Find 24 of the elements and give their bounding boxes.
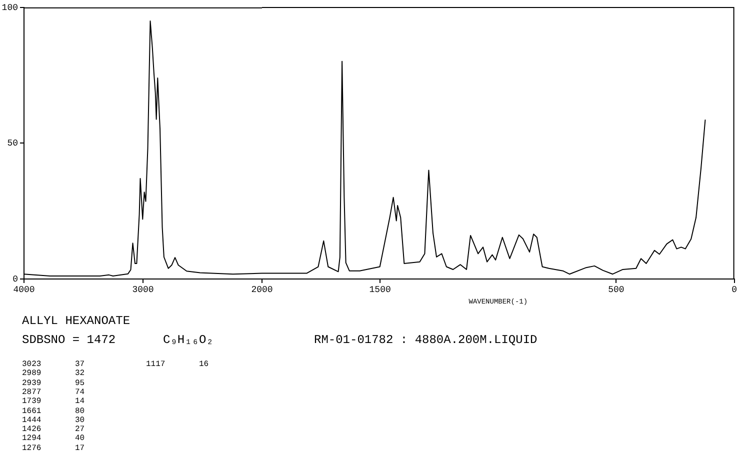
x-tick-label: 4000 bbox=[13, 284, 35, 295]
x-tick-label: 500 bbox=[608, 284, 624, 295]
y-tick-label: 100 bbox=[2, 2, 18, 13]
text: RM-01-01782 : 4880A.200M.LIQUID bbox=[314, 333, 538, 347]
text: C₉H₁₆O₂ bbox=[163, 333, 214, 347]
text: SDBSNO = 1472 bbox=[22, 333, 116, 347]
y-tick-label: 0 bbox=[12, 274, 18, 284]
text: 2989 32 bbox=[22, 369, 85, 378]
text: 3023 37 bbox=[22, 360, 85, 369]
x-tick-label: 3000 bbox=[132, 284, 154, 295]
text: 1444 30 bbox=[22, 416, 85, 425]
text: ALLYL HEXANOATE bbox=[22, 314, 130, 328]
text: 1294 40 bbox=[22, 434, 85, 444]
text: 1276 17 bbox=[22, 444, 85, 453]
x-tick-label: 2000 bbox=[251, 284, 273, 295]
text: 1117 16 bbox=[146, 360, 209, 369]
text: 2939 95 bbox=[22, 378, 85, 388]
x-tick-label: 1500 bbox=[369, 284, 391, 295]
text: 1426 27 bbox=[22, 425, 85, 434]
x-tick-label: 0 bbox=[732, 284, 738, 295]
text: 2877 74 bbox=[22, 388, 85, 397]
text: 1739 14 bbox=[22, 397, 85, 406]
text: 1661 80 bbox=[22, 406, 85, 416]
y-tick-label: 50 bbox=[7, 138, 18, 149]
